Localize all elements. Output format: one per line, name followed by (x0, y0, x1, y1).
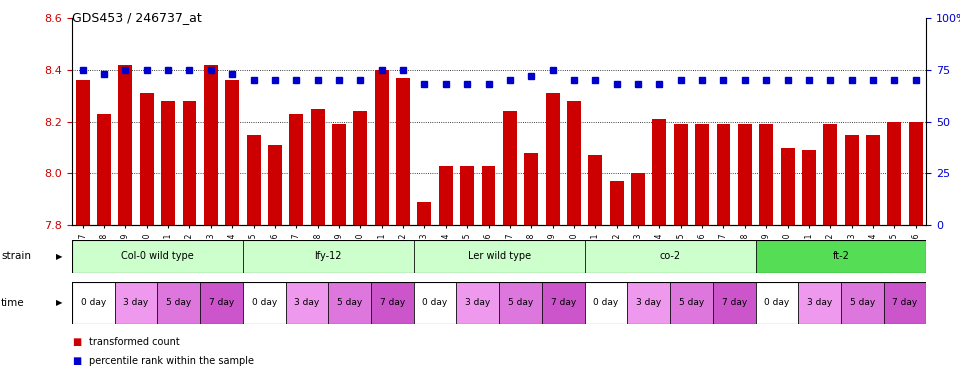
Bar (289, 114, 303, 225)
Text: 0 day: 0 day (81, 298, 106, 307)
Bar (567, 101, 581, 225)
Text: 0 day: 0 day (593, 298, 618, 307)
Bar (824, 124, 837, 225)
Bar (353, 111, 368, 225)
Text: 5 day: 5 day (337, 298, 362, 307)
Bar (541, 282, 585, 324)
Text: percentile rank within the sample: percentile rank within the sample (89, 355, 254, 366)
Text: Ler wild type: Ler wild type (468, 251, 531, 261)
Text: co-2: co-2 (660, 251, 681, 261)
Bar (460, 166, 474, 225)
Bar (628, 282, 670, 324)
Bar (482, 166, 495, 225)
Bar (756, 240, 926, 273)
Text: 0 day: 0 day (252, 298, 276, 307)
Bar (328, 282, 371, 324)
Bar (226, 81, 239, 225)
Bar (887, 122, 901, 225)
Text: 3 day: 3 day (636, 298, 661, 307)
Bar (243, 240, 414, 273)
Bar (695, 124, 709, 225)
Bar (374, 70, 389, 225)
Bar (756, 282, 799, 324)
Bar (76, 81, 89, 225)
Bar (716, 124, 731, 225)
Bar (841, 282, 884, 324)
Bar (845, 135, 858, 225)
Bar (866, 135, 880, 225)
Text: 7 day: 7 day (722, 298, 747, 307)
Bar (585, 282, 628, 324)
Bar (883, 282, 926, 324)
Bar (585, 240, 756, 273)
Bar (182, 101, 197, 225)
Text: 7 day: 7 day (380, 298, 405, 307)
Text: 7 day: 7 day (209, 298, 234, 307)
Bar (161, 101, 175, 225)
Bar (414, 240, 585, 273)
Bar (157, 282, 200, 324)
Text: strain: strain (1, 251, 31, 261)
Text: ■: ■ (72, 337, 82, 347)
Bar (670, 282, 712, 324)
Bar (499, 282, 541, 324)
Bar (243, 282, 286, 324)
Bar (311, 109, 324, 225)
Text: 5 day: 5 day (679, 298, 704, 307)
Bar (524, 153, 539, 225)
Bar (396, 78, 410, 225)
Bar (653, 119, 666, 225)
Bar (631, 173, 645, 225)
Text: 0 day: 0 day (764, 298, 789, 307)
Bar (439, 166, 453, 225)
Text: 5 day: 5 day (166, 298, 191, 307)
Text: 7 day: 7 day (551, 298, 576, 307)
Bar (97, 114, 111, 225)
Text: 3 day: 3 day (295, 298, 320, 307)
Text: Col-0 wild type: Col-0 wild type (121, 251, 194, 261)
Text: ▶: ▶ (56, 298, 62, 307)
Text: 3 day: 3 day (807, 298, 832, 307)
Bar (545, 93, 560, 225)
Bar (72, 282, 115, 324)
Bar (780, 147, 795, 225)
Text: ft-2: ft-2 (832, 251, 850, 261)
Bar (503, 111, 516, 225)
Bar (457, 282, 499, 324)
Bar (799, 282, 841, 324)
Text: lfy-12: lfy-12 (315, 251, 342, 261)
Text: ▶: ▶ (56, 252, 62, 261)
Bar (118, 65, 132, 225)
Bar (414, 282, 457, 324)
Bar (738, 124, 752, 225)
Text: 3 day: 3 day (466, 298, 491, 307)
Text: GDS453 / 246737_at: GDS453 / 246737_at (72, 11, 202, 24)
Bar (371, 282, 414, 324)
Text: 3 day: 3 day (124, 298, 149, 307)
Text: ■: ■ (72, 355, 82, 366)
Bar (72, 240, 243, 273)
Bar (802, 150, 816, 225)
Bar (588, 155, 602, 225)
Bar (909, 122, 923, 225)
Text: 5 day: 5 day (850, 298, 875, 307)
Text: 0 day: 0 day (422, 298, 447, 307)
Text: 5 day: 5 day (508, 298, 533, 307)
Bar (759, 124, 773, 225)
Bar (268, 145, 282, 225)
Bar (674, 124, 687, 225)
Bar (204, 65, 218, 225)
Bar (247, 135, 260, 225)
Bar (200, 282, 243, 324)
Text: 7 day: 7 day (893, 298, 918, 307)
Bar (418, 202, 431, 225)
Bar (115, 282, 157, 324)
Bar (712, 282, 756, 324)
Bar (610, 181, 624, 225)
Bar (140, 93, 154, 225)
Bar (286, 282, 328, 324)
Text: time: time (1, 298, 25, 308)
Text: transformed count: transformed count (89, 337, 180, 347)
Bar (332, 124, 346, 225)
